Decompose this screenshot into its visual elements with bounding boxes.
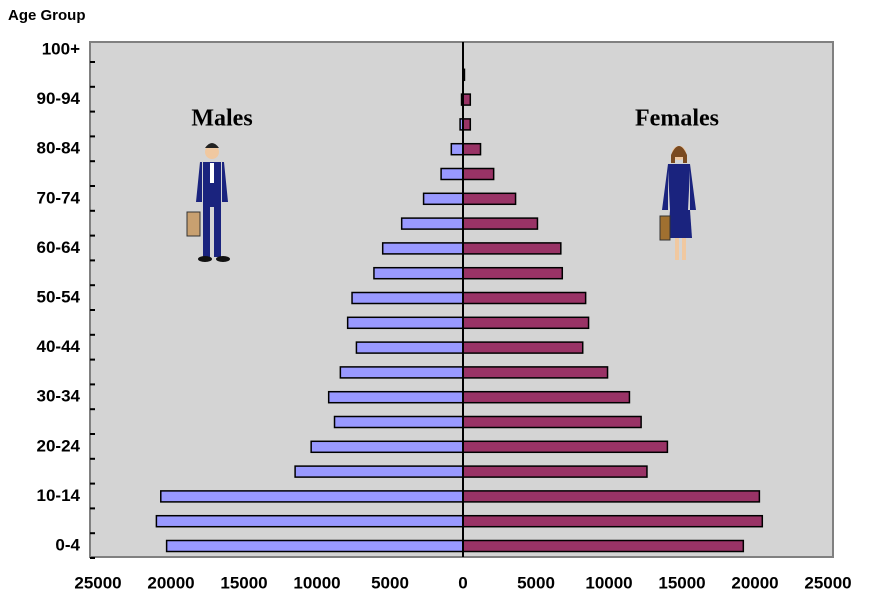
y-tick-label: 90-94 (37, 89, 81, 108)
y-tick-label: 50-54 (37, 287, 81, 306)
y-tick-label: 30-34 (37, 387, 81, 406)
x-tick-label: 10000 (585, 573, 632, 592)
bar (355, 341, 464, 354)
bar (462, 539, 745, 553)
bar (462, 366, 609, 379)
x-tick-label: 20000 (147, 573, 194, 592)
x-tick-label: 15000 (658, 573, 705, 592)
y-tick-label: 60-64 (37, 238, 81, 257)
bar (462, 217, 539, 230)
bar (462, 514, 764, 528)
bar (462, 465, 648, 478)
bar (462, 142, 482, 156)
bar (462, 390, 631, 404)
x-tick-label: 25000 (804, 573, 851, 592)
bar (400, 217, 464, 230)
x-tick-label: 10000 (293, 573, 340, 592)
bar (462, 440, 669, 454)
bar (462, 167, 495, 181)
bar (294, 465, 464, 478)
x-tick-label: 20000 (731, 573, 778, 592)
bar (462, 291, 587, 305)
y-tick-label: 0-4 (55, 535, 80, 554)
x-tick-label: 0 (458, 573, 467, 592)
y-tick-label: 40-44 (37, 337, 81, 356)
bar (373, 266, 464, 280)
x-tick-label: 5000 (517, 573, 555, 592)
bar (462, 266, 564, 280)
bar (160, 490, 464, 503)
bar (310, 440, 464, 454)
y-tick-label: 20-24 (37, 436, 81, 455)
bar (333, 415, 464, 429)
x-tick-label: 15000 (220, 573, 267, 592)
female-icon (659, 146, 696, 260)
bar (440, 167, 464, 181)
bar (462, 242, 562, 255)
legend-label: Females (635, 106, 719, 132)
bar (462, 316, 590, 330)
bar (155, 514, 464, 528)
bar (462, 118, 472, 131)
bar (462, 341, 584, 354)
x-tick-label: 25000 (74, 573, 121, 592)
bar (462, 192, 517, 206)
y-tick-label: 80-84 (37, 139, 81, 158)
bar (462, 93, 472, 106)
bar (351, 291, 464, 305)
axis-title: Age Group (8, 7, 86, 24)
bar (462, 415, 642, 429)
bar (462, 490, 761, 503)
bar (346, 316, 464, 330)
bar (339, 366, 464, 379)
bar (450, 142, 464, 156)
bar (165, 539, 464, 553)
male-icon (186, 143, 230, 262)
y-tick-label: 100+ (42, 39, 80, 58)
y-tick-label: 70-74 (37, 188, 81, 207)
legend-label: Males (191, 106, 252, 132)
y-tick-label: 10-14 (37, 486, 81, 505)
bar (422, 192, 464, 206)
x-tick-label: 5000 (371, 573, 409, 592)
bar (327, 390, 464, 404)
bar (381, 242, 464, 255)
